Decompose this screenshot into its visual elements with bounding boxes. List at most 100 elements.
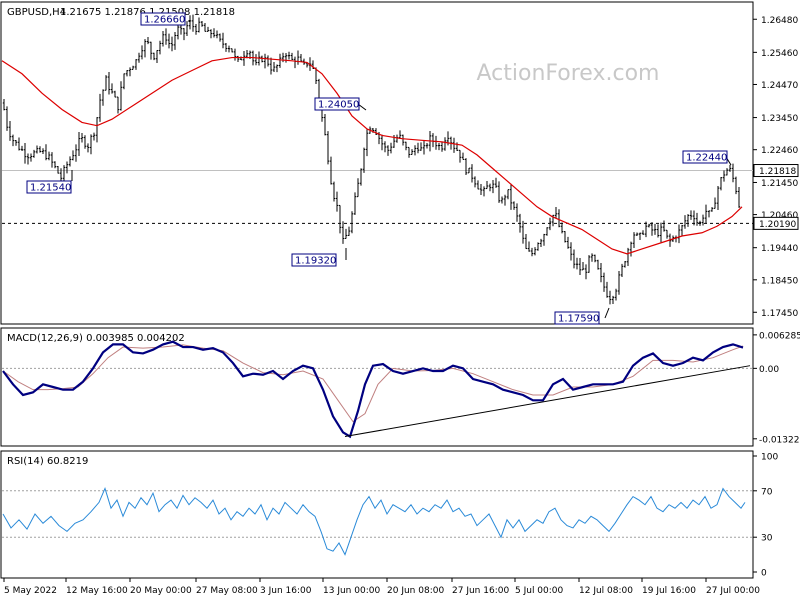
price-bar [596, 259, 600, 270]
price-bar [50, 152, 54, 168]
rsi-panel-title: RSI(14) 60.8219 [7, 456, 88, 467]
price-bar [122, 73, 126, 90]
price-bar [359, 168, 363, 186]
price-bar [593, 254, 597, 263]
x-axis-label: 20 Jun 08:00 [387, 586, 444, 596]
price-bar [629, 241, 633, 257]
price-bar [92, 132, 96, 141]
price-bar [410, 149, 414, 155]
price-bar [119, 81, 123, 111]
price-bar [713, 197, 717, 209]
price-bar [206, 26, 210, 32]
price-bar [620, 263, 624, 278]
current-price-box [753, 164, 799, 178]
price-annotation-label: 1.19320 [295, 256, 336, 267]
x-axis-label: 12 Jul 08:00 [579, 586, 633, 596]
price-bar [623, 260, 627, 268]
price-bar [686, 214, 690, 227]
price-bar [659, 222, 663, 243]
price-bar [14, 140, 18, 146]
price-bar [509, 183, 513, 210]
price-bar [608, 290, 612, 305]
price-annotation-box [26, 180, 72, 194]
price-bar [20, 145, 24, 152]
price-bar [362, 147, 366, 173]
price-bar [116, 96, 120, 114]
price-bar [560, 222, 564, 234]
price-bar [473, 176, 477, 188]
price-bar [572, 249, 576, 269]
price-bar [725, 168, 729, 176]
price-bar [272, 62, 276, 73]
price-bar [323, 114, 327, 136]
price-bar [437, 143, 441, 151]
price-bar [665, 229, 669, 239]
price-bar [584, 264, 588, 280]
rsi-y-tick-label: 70 [761, 487, 773, 497]
price-bar [647, 223, 651, 228]
price-bar [461, 152, 465, 160]
moving-average-line [1, 56, 743, 255]
price-bar [212, 28, 216, 38]
price-bar [242, 51, 246, 66]
price-bar [452, 137, 456, 153]
price-bar [134, 59, 138, 70]
price-bar [35, 145, 39, 154]
macd-main-line [2, 340, 744, 439]
price-y-tick-label: 1.23450 [761, 114, 798, 124]
price-y-tick-label: 1.19440 [761, 244, 798, 254]
price-bar [215, 30, 219, 39]
price-bar [194, 23, 198, 35]
price-bar [632, 232, 636, 248]
price-annotation-box [682, 150, 728, 164]
price-bar [656, 224, 660, 238]
moving-average-series [1, 56, 743, 255]
price-bar [146, 36, 150, 45]
price-bar [83, 135, 87, 149]
rsi-y-tick-label: 0 [761, 569, 767, 579]
price-y-tick-label: 1.26480 [761, 16, 798, 26]
macd-y-tick-label: 0.006285 [759, 331, 800, 341]
price-bar [482, 186, 486, 197]
price-bar [86, 143, 90, 153]
price-bar [683, 215, 687, 229]
price-annotation-box [140, 12, 186, 26]
price-bar [164, 28, 168, 45]
price-bar [347, 226, 351, 236]
price-bar [680, 224, 684, 237]
price-annotation-box [291, 253, 337, 267]
x-axis-label: 12 May 16:00 [66, 586, 128, 596]
price-bar [128, 67, 132, 77]
price-bar [56, 165, 60, 174]
price-annotation-label: 1.22440 [686, 153, 727, 164]
price-annotation: 1.21540 [26, 170, 73, 194]
price-bar [419, 142, 423, 151]
price-bar [635, 232, 639, 237]
price-bar [170, 36, 174, 52]
price-bar [233, 48, 237, 61]
support-level-label: 1.20190 [759, 220, 796, 230]
price-bar [518, 213, 522, 233]
price-bar [221, 32, 225, 49]
price-bar [737, 187, 741, 208]
price-bar [524, 234, 528, 250]
macd-series [2, 340, 753, 439]
price-annotations: 1.26660 1.21540 1.24050 1.19320 1.17590 1.224… [26, 12, 732, 325]
price-bar [413, 145, 417, 156]
price-bar [545, 227, 549, 236]
price-bar [374, 128, 378, 135]
price-bar [41, 148, 45, 154]
price-bar [404, 141, 408, 151]
price-annotation-label: 1.24050 [318, 100, 359, 111]
price-bar [32, 149, 36, 158]
price-bar [338, 204, 342, 234]
x-axis-label: 5 May 2022 [4, 586, 57, 596]
price-y-axis: 1.26480 1.25460 1.24470 1.23450 1.22460 1.214… [753, 16, 799, 319]
price-bar [11, 134, 15, 147]
price-bar [2, 98, 6, 111]
price-bar [299, 53, 303, 62]
price-bar [167, 33, 171, 49]
price-bar [266, 55, 270, 67]
x-axis-label: 20 May 00:00 [130, 586, 192, 596]
